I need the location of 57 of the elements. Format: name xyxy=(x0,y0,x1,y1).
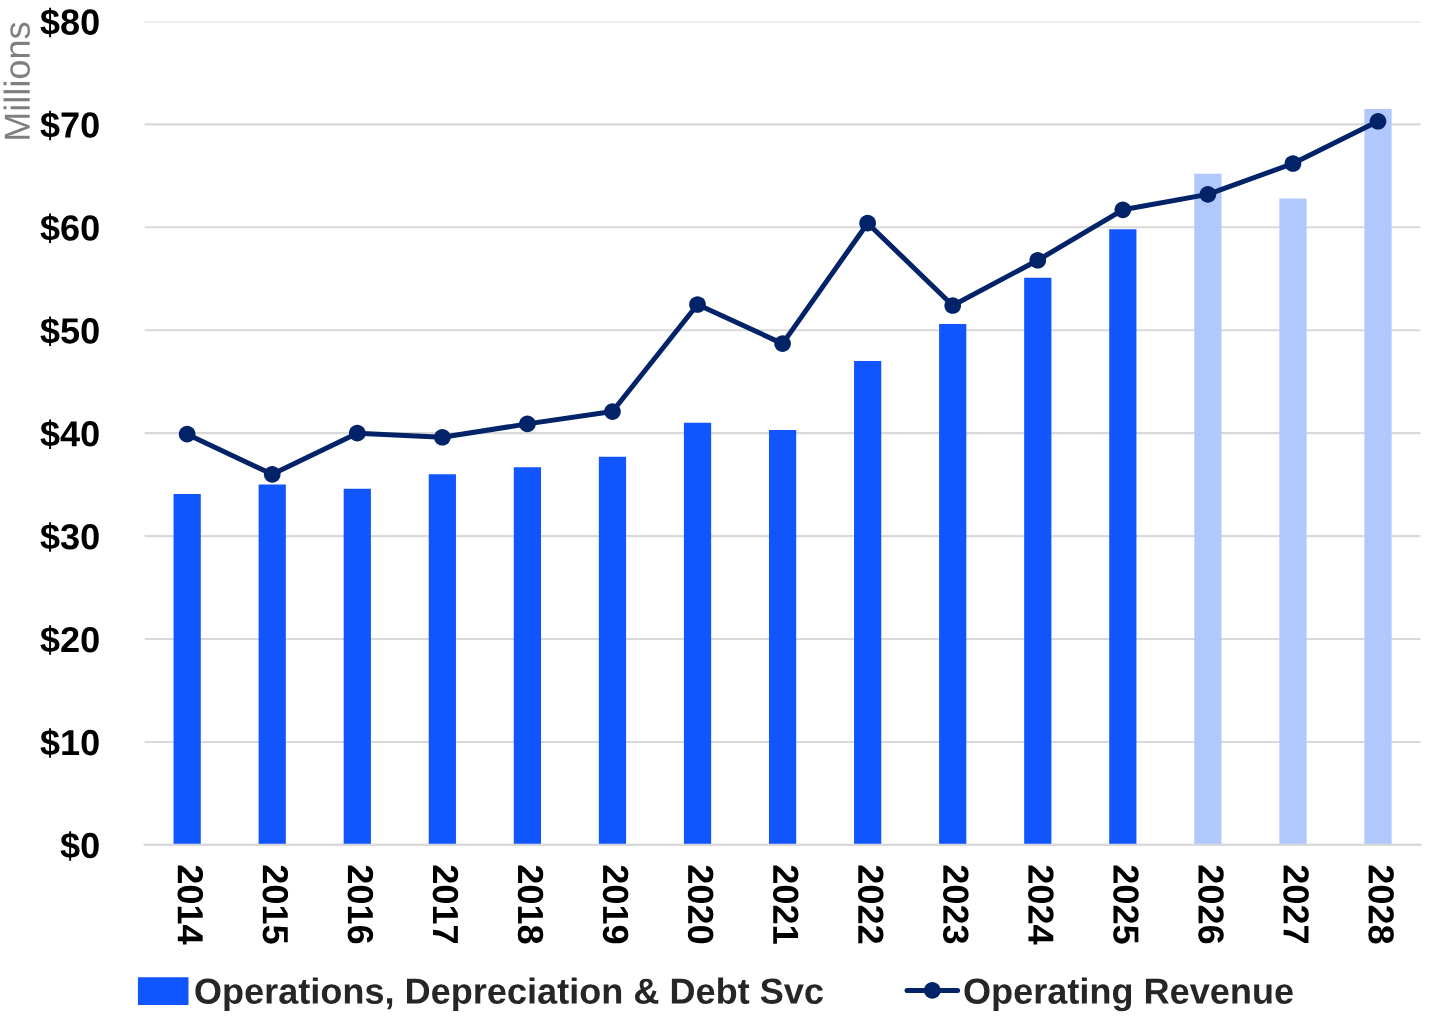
point xyxy=(774,335,791,352)
bar xyxy=(939,324,967,845)
bar xyxy=(854,361,882,845)
point xyxy=(178,425,196,443)
x-tick-label: 2022 xyxy=(857,865,884,944)
y-axis-title: Millions xyxy=(3,22,31,139)
y-tick-label: $30 xyxy=(40,522,99,552)
x-tick-label: 2015 xyxy=(262,865,289,944)
point xyxy=(348,424,366,442)
bar xyxy=(1109,229,1137,845)
bar xyxy=(513,467,542,845)
point xyxy=(263,466,281,483)
point xyxy=(1114,201,1132,219)
x-tick-label: 2020 xyxy=(687,865,714,944)
point xyxy=(1199,186,1217,203)
y-tick-label: $70 xyxy=(40,110,99,141)
bar xyxy=(1279,198,1307,845)
x-tick-label: 2024 xyxy=(1028,865,1054,945)
y-tick-label: $0 xyxy=(60,831,99,861)
bar xyxy=(683,422,712,845)
bar xyxy=(1194,173,1222,845)
point xyxy=(434,428,451,446)
y-tick-label: $20 xyxy=(40,625,99,655)
point xyxy=(1369,112,1387,130)
x-tick-label: 2014 xyxy=(177,865,204,945)
bar xyxy=(1364,108,1392,845)
y-tick-label: $10 xyxy=(40,728,99,758)
point xyxy=(689,296,706,313)
bar xyxy=(598,456,627,845)
bar xyxy=(1024,277,1052,845)
x-tick-label: 2023 xyxy=(942,865,969,944)
legend-label: Operations, Depreciation & Debt Svc xyxy=(195,977,823,1012)
y-tick-label: $40 xyxy=(40,419,99,449)
x-tick-label: 2025 xyxy=(1113,865,1139,944)
x-tick-label: 2019 xyxy=(602,865,629,944)
bar xyxy=(258,484,286,845)
point xyxy=(859,214,876,232)
x-tick-label: 2028 xyxy=(1368,865,1394,944)
y-tick-label: $60 xyxy=(40,213,99,244)
x-tick-label: 2017 xyxy=(432,865,459,944)
x-tick-label: 2021 xyxy=(772,865,799,944)
y-tick-label: $50 xyxy=(40,316,99,346)
x-tick-label: 2018 xyxy=(517,865,544,944)
bar xyxy=(768,430,797,845)
x-tick-label: 2027 xyxy=(1283,865,1309,944)
y-tick-label: $80 xyxy=(40,7,99,38)
point xyxy=(519,415,536,433)
point xyxy=(604,403,621,420)
point xyxy=(1284,155,1302,172)
bar xyxy=(428,474,456,845)
legend-label: Operating Revenue xyxy=(964,977,1293,1012)
x-tick-label: 2026 xyxy=(1198,865,1224,944)
bar xyxy=(173,493,201,845)
x-tick-label: 2016 xyxy=(347,865,374,944)
bar xyxy=(343,488,371,845)
point xyxy=(1029,251,1047,269)
point xyxy=(944,297,962,314)
